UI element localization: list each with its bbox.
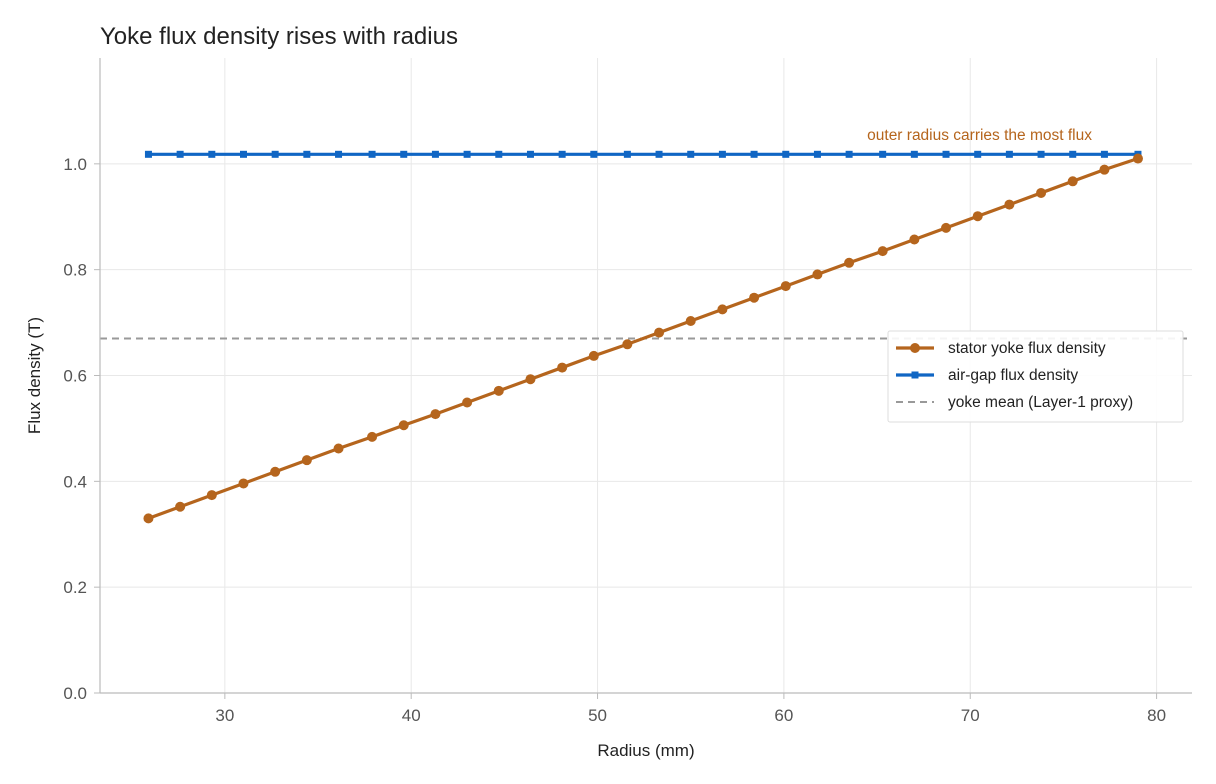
y-tick-label: 1.0 [63, 155, 87, 174]
data-point [812, 269, 823, 280]
y-tick-label: 0.6 [63, 367, 87, 386]
data-point [1132, 153, 1143, 164]
legend-entry-stator-yoke: stator yoke flux density [896, 340, 1106, 357]
legend-swatch-marker [911, 371, 919, 379]
data-point [588, 350, 599, 361]
data-point [238, 478, 249, 489]
data-point [750, 150, 758, 158]
data-point [367, 431, 378, 442]
x-tick-label: 40 [402, 706, 421, 725]
data-point [1037, 150, 1045, 158]
data-point [813, 150, 821, 158]
data-point [143, 513, 154, 524]
x-tick-label: 70 [961, 706, 980, 725]
data-point [655, 150, 663, 158]
data-point [301, 455, 312, 466]
data-point [463, 150, 471, 158]
data-point [526, 150, 534, 158]
data-point [974, 150, 982, 158]
data-point [942, 150, 950, 158]
data-point [430, 409, 441, 420]
data-point [206, 490, 217, 501]
data-point [208, 150, 216, 158]
data-point [972, 211, 983, 222]
y-axis-label: Flux density (T) [25, 317, 44, 434]
data-point [1036, 187, 1047, 198]
data-point [368, 150, 376, 158]
data-point [622, 339, 633, 350]
series-air-gap [144, 150, 1142, 158]
legend: stator yoke flux density air-gap flux den… [887, 330, 1184, 423]
data-point [782, 150, 790, 158]
y-tick-label: 0.2 [63, 578, 87, 597]
data-point [400, 150, 408, 158]
data-point [557, 362, 568, 373]
data-point [1004, 199, 1015, 210]
data-point [685, 315, 696, 326]
y-tick-label: 0.0 [63, 684, 87, 703]
legend-label: stator yoke flux density [948, 340, 1106, 357]
data-point [176, 150, 184, 158]
data-point [271, 150, 279, 158]
data-point [558, 150, 566, 158]
data-point [1069, 150, 1077, 158]
data-point [590, 150, 598, 158]
data-point [780, 281, 791, 292]
data-point [844, 257, 855, 268]
legend-label: air-gap flux density [948, 367, 1078, 384]
legend-box [887, 330, 1184, 423]
data-point [877, 246, 888, 257]
data-point [175, 501, 186, 512]
data-point [239, 150, 247, 158]
data-point [845, 150, 853, 158]
data-point [687, 150, 695, 158]
data-point [495, 150, 503, 158]
data-point [718, 150, 726, 158]
data-point [1099, 164, 1110, 175]
data-point [879, 150, 887, 158]
series-line [146, 156, 1140, 520]
data-point [462, 397, 473, 408]
data-point [493, 385, 504, 396]
data-point [654, 327, 665, 338]
x-tick-label: 30 [215, 706, 234, 725]
data-point [909, 234, 920, 245]
y-tick-label: 0.8 [63, 261, 87, 280]
data-point [1100, 150, 1108, 158]
data-point [335, 150, 343, 158]
data-point [941, 222, 952, 233]
legend-swatch-marker [910, 343, 920, 353]
label-layer: 30 40 50 60 70 80 0.0 0.2 0.4 0.6 0.8 1.0 Yoke flux … [25, 23, 1166, 760]
data-point [525, 374, 536, 385]
series-stator-yoke [143, 153, 1143, 524]
data-point [398, 420, 409, 431]
data-point [431, 150, 439, 158]
data-point [303, 150, 311, 158]
data-point [1005, 150, 1013, 158]
data-point [144, 150, 152, 158]
x-tick-label: 50 [588, 706, 607, 725]
data-point [270, 466, 281, 477]
legend-entry-air-gap: air-gap flux density [896, 367, 1078, 384]
legend-label: yoke mean (Layer-1 proxy) [948, 394, 1133, 411]
series-layer [143, 150, 1143, 524]
data-point [749, 292, 760, 303]
data-point [1067, 176, 1078, 187]
x-tick-label: 60 [774, 706, 793, 725]
y-tick-label: 0.4 [63, 472, 87, 491]
axes-layer [94, 58, 1192, 699]
x-axis-label: Radius (mm) [597, 741, 694, 760]
data-point [623, 150, 631, 158]
data-point [333, 443, 344, 454]
chart-title: Yoke flux density rises with radius [100, 23, 458, 50]
legend-entry-yoke-mean: yoke mean (Layer-1 proxy) [896, 394, 1133, 411]
data-point [717, 304, 728, 315]
data-point [910, 150, 918, 158]
annotation-text: outer radius carries the most flux [867, 127, 1092, 144]
x-tick-label: 80 [1147, 706, 1166, 725]
